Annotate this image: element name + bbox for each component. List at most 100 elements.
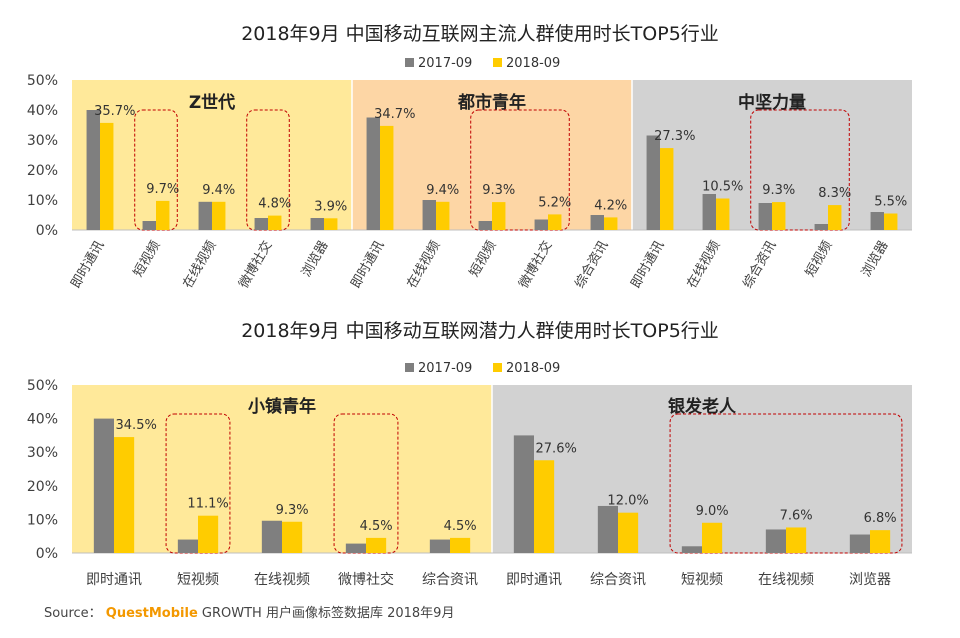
group-label: 都市青年 xyxy=(457,92,526,113)
data-label: 9.0% xyxy=(696,504,729,519)
bar-2018-09-短视频 xyxy=(156,200,170,230)
source-line: Source： QuestMobile GROWTH 用户画像标签数据库 201… xyxy=(44,602,454,621)
y-tick-label: 0% xyxy=(36,223,58,239)
data-label: 4.8% xyxy=(258,197,291,212)
bar-2018-09-短视频 xyxy=(198,515,219,553)
chart-2: 2018年9月 中国移动互联网潜力人群使用时长TOP5行业 2017-09 2018… xyxy=(27,320,912,588)
bar-2017-09-在线视频 xyxy=(702,194,716,230)
x-category-label: 微博社交 xyxy=(338,571,394,588)
legend-swatch-2017-09 xyxy=(405,58,414,67)
x-category-label: 综合资讯 xyxy=(740,239,779,292)
bar-2018-09-在线视频 xyxy=(212,201,226,230)
bar-2017-09-在线视频 xyxy=(261,520,282,553)
legend: 2017-09 2018-09 xyxy=(405,361,560,376)
data-label: 9.3% xyxy=(482,183,515,198)
x-category-label: 微博社交 xyxy=(516,238,556,291)
bar-2018-09-在线视频 xyxy=(282,521,303,553)
y-tick-label: 40% xyxy=(27,412,58,428)
data-label: 6.8% xyxy=(864,511,897,526)
legend-swatch-2018-09 xyxy=(493,58,502,67)
data-label: 27.3% xyxy=(654,129,695,144)
legend-label: 2017-09 xyxy=(418,56,472,71)
x-category-label: 即时通讯 xyxy=(506,572,562,588)
chart-title: 2018年9月 中国移动互联网主流人群使用时长TOP5行业 xyxy=(241,23,719,45)
data-label: 9.7% xyxy=(146,182,179,197)
bar-2018-09-综合资讯 xyxy=(618,512,639,553)
data-label: 4.5% xyxy=(444,519,477,534)
highlight-box xyxy=(750,109,850,231)
bar-2018-09-即时通讯 xyxy=(114,437,135,553)
x-category-label: 综合资讯 xyxy=(422,572,478,588)
data-label: 11.1% xyxy=(187,497,228,512)
data-label: 7.6% xyxy=(780,508,813,523)
data-label: 3.9% xyxy=(314,199,347,214)
bar-2017-09-浏览器 xyxy=(870,212,884,230)
bar-2017-09-综合资讯 xyxy=(597,505,618,553)
bar-2017-09-即时通讯 xyxy=(93,418,114,553)
bar-2018-09-即时通讯 xyxy=(660,148,674,230)
source-suffix: GROWTH 用户画像标签数据库 2018年9月 xyxy=(201,606,455,621)
data-label: 9.4% xyxy=(426,183,459,198)
bar-2017-09-短视频 xyxy=(142,221,156,230)
x-category-label: 浏览器 xyxy=(849,572,891,588)
y-tick-label: 50% xyxy=(27,73,58,89)
highlight-box xyxy=(470,109,570,231)
data-label: 4.5% xyxy=(360,519,393,534)
source-brand-logo: QuestMobile xyxy=(105,606,198,621)
highlight-box xyxy=(246,109,290,231)
legend-swatch-2017-09 xyxy=(405,363,414,372)
bar-2018-09-浏览器 xyxy=(884,213,898,230)
data-label: 4.2% xyxy=(594,198,627,213)
bar-2018-09-在线视频 xyxy=(786,527,807,553)
bar-2018-09-综合资讯 xyxy=(450,537,471,553)
x-category-label: 短视频 xyxy=(803,239,835,280)
bar-2017-09-浏览器 xyxy=(310,218,324,230)
bar-2018-09-综合资讯 xyxy=(772,202,786,230)
x-category-label: 即时通讯 xyxy=(628,239,667,292)
data-label: 9.4% xyxy=(202,183,235,198)
bar-2017-09-即时通讯 xyxy=(646,135,660,230)
bar-2017-09-在线视频 xyxy=(422,200,436,230)
data-label: 8.3% xyxy=(818,186,851,201)
bar-2017-09-短视频 xyxy=(681,546,702,553)
highlight-box xyxy=(165,413,231,554)
group-label: Z世代 xyxy=(189,92,235,113)
bar-2018-09-即时通讯 xyxy=(100,122,114,230)
bar-2017-09-微博社交 xyxy=(534,219,548,230)
y-tick-label: 20% xyxy=(27,163,58,179)
bar-2017-09-微博社交 xyxy=(254,218,268,230)
source-prefix: Source： xyxy=(44,606,102,621)
legend-label: 2018-09 xyxy=(506,56,560,71)
legend: 2017-09 2018-09 xyxy=(405,56,560,71)
x-category-label: 短视频 xyxy=(681,572,723,588)
bar-2018-09-短视频 xyxy=(492,202,506,230)
x-category-label: 短视频 xyxy=(177,572,219,588)
x-category-label: 综合资讯 xyxy=(590,572,646,588)
y-tick-label: 10% xyxy=(27,512,58,528)
x-category-label: 短视频 xyxy=(467,239,499,280)
bar-2018-09-即时通讯 xyxy=(380,125,394,230)
group-label: 银发老人 xyxy=(668,396,737,417)
bar-2017-09-微博社交 xyxy=(345,543,366,553)
x-category-label: 即时通讯 xyxy=(68,239,107,292)
x-category-label: 在线视频 xyxy=(254,572,310,588)
bar-2018-09-微博社交 xyxy=(366,537,387,553)
y-tick-label: 10% xyxy=(27,193,58,209)
bar-2017-09-即时通讯 xyxy=(366,117,380,230)
x-category-label: 在线视频 xyxy=(180,239,219,292)
highlight-box xyxy=(134,109,178,231)
y-tick-label: 0% xyxy=(36,546,58,562)
bar-2017-09-在线视频 xyxy=(198,201,212,230)
bar-2018-09-浏览器 xyxy=(324,218,338,230)
chart-title: 2018年9月 中国移动互联网潜力人群使用时长TOP5行业 xyxy=(241,320,719,342)
chart-1: 2018年9月 中国移动互联网主流人群使用时长TOP5行业 2017-09 2018… xyxy=(27,23,912,291)
legend-label: 2017-09 xyxy=(418,361,472,376)
bar-2018-09-短视频 xyxy=(828,205,842,230)
data-label: 5.2% xyxy=(538,195,571,210)
data-label: 10.5% xyxy=(702,180,743,195)
bar-2017-09-浏览器 xyxy=(849,534,870,553)
bar-2018-09-微博社交 xyxy=(548,214,562,230)
bar-2017-09-在线视频 xyxy=(765,529,786,553)
legend-swatch-2018-09 xyxy=(493,363,502,372)
